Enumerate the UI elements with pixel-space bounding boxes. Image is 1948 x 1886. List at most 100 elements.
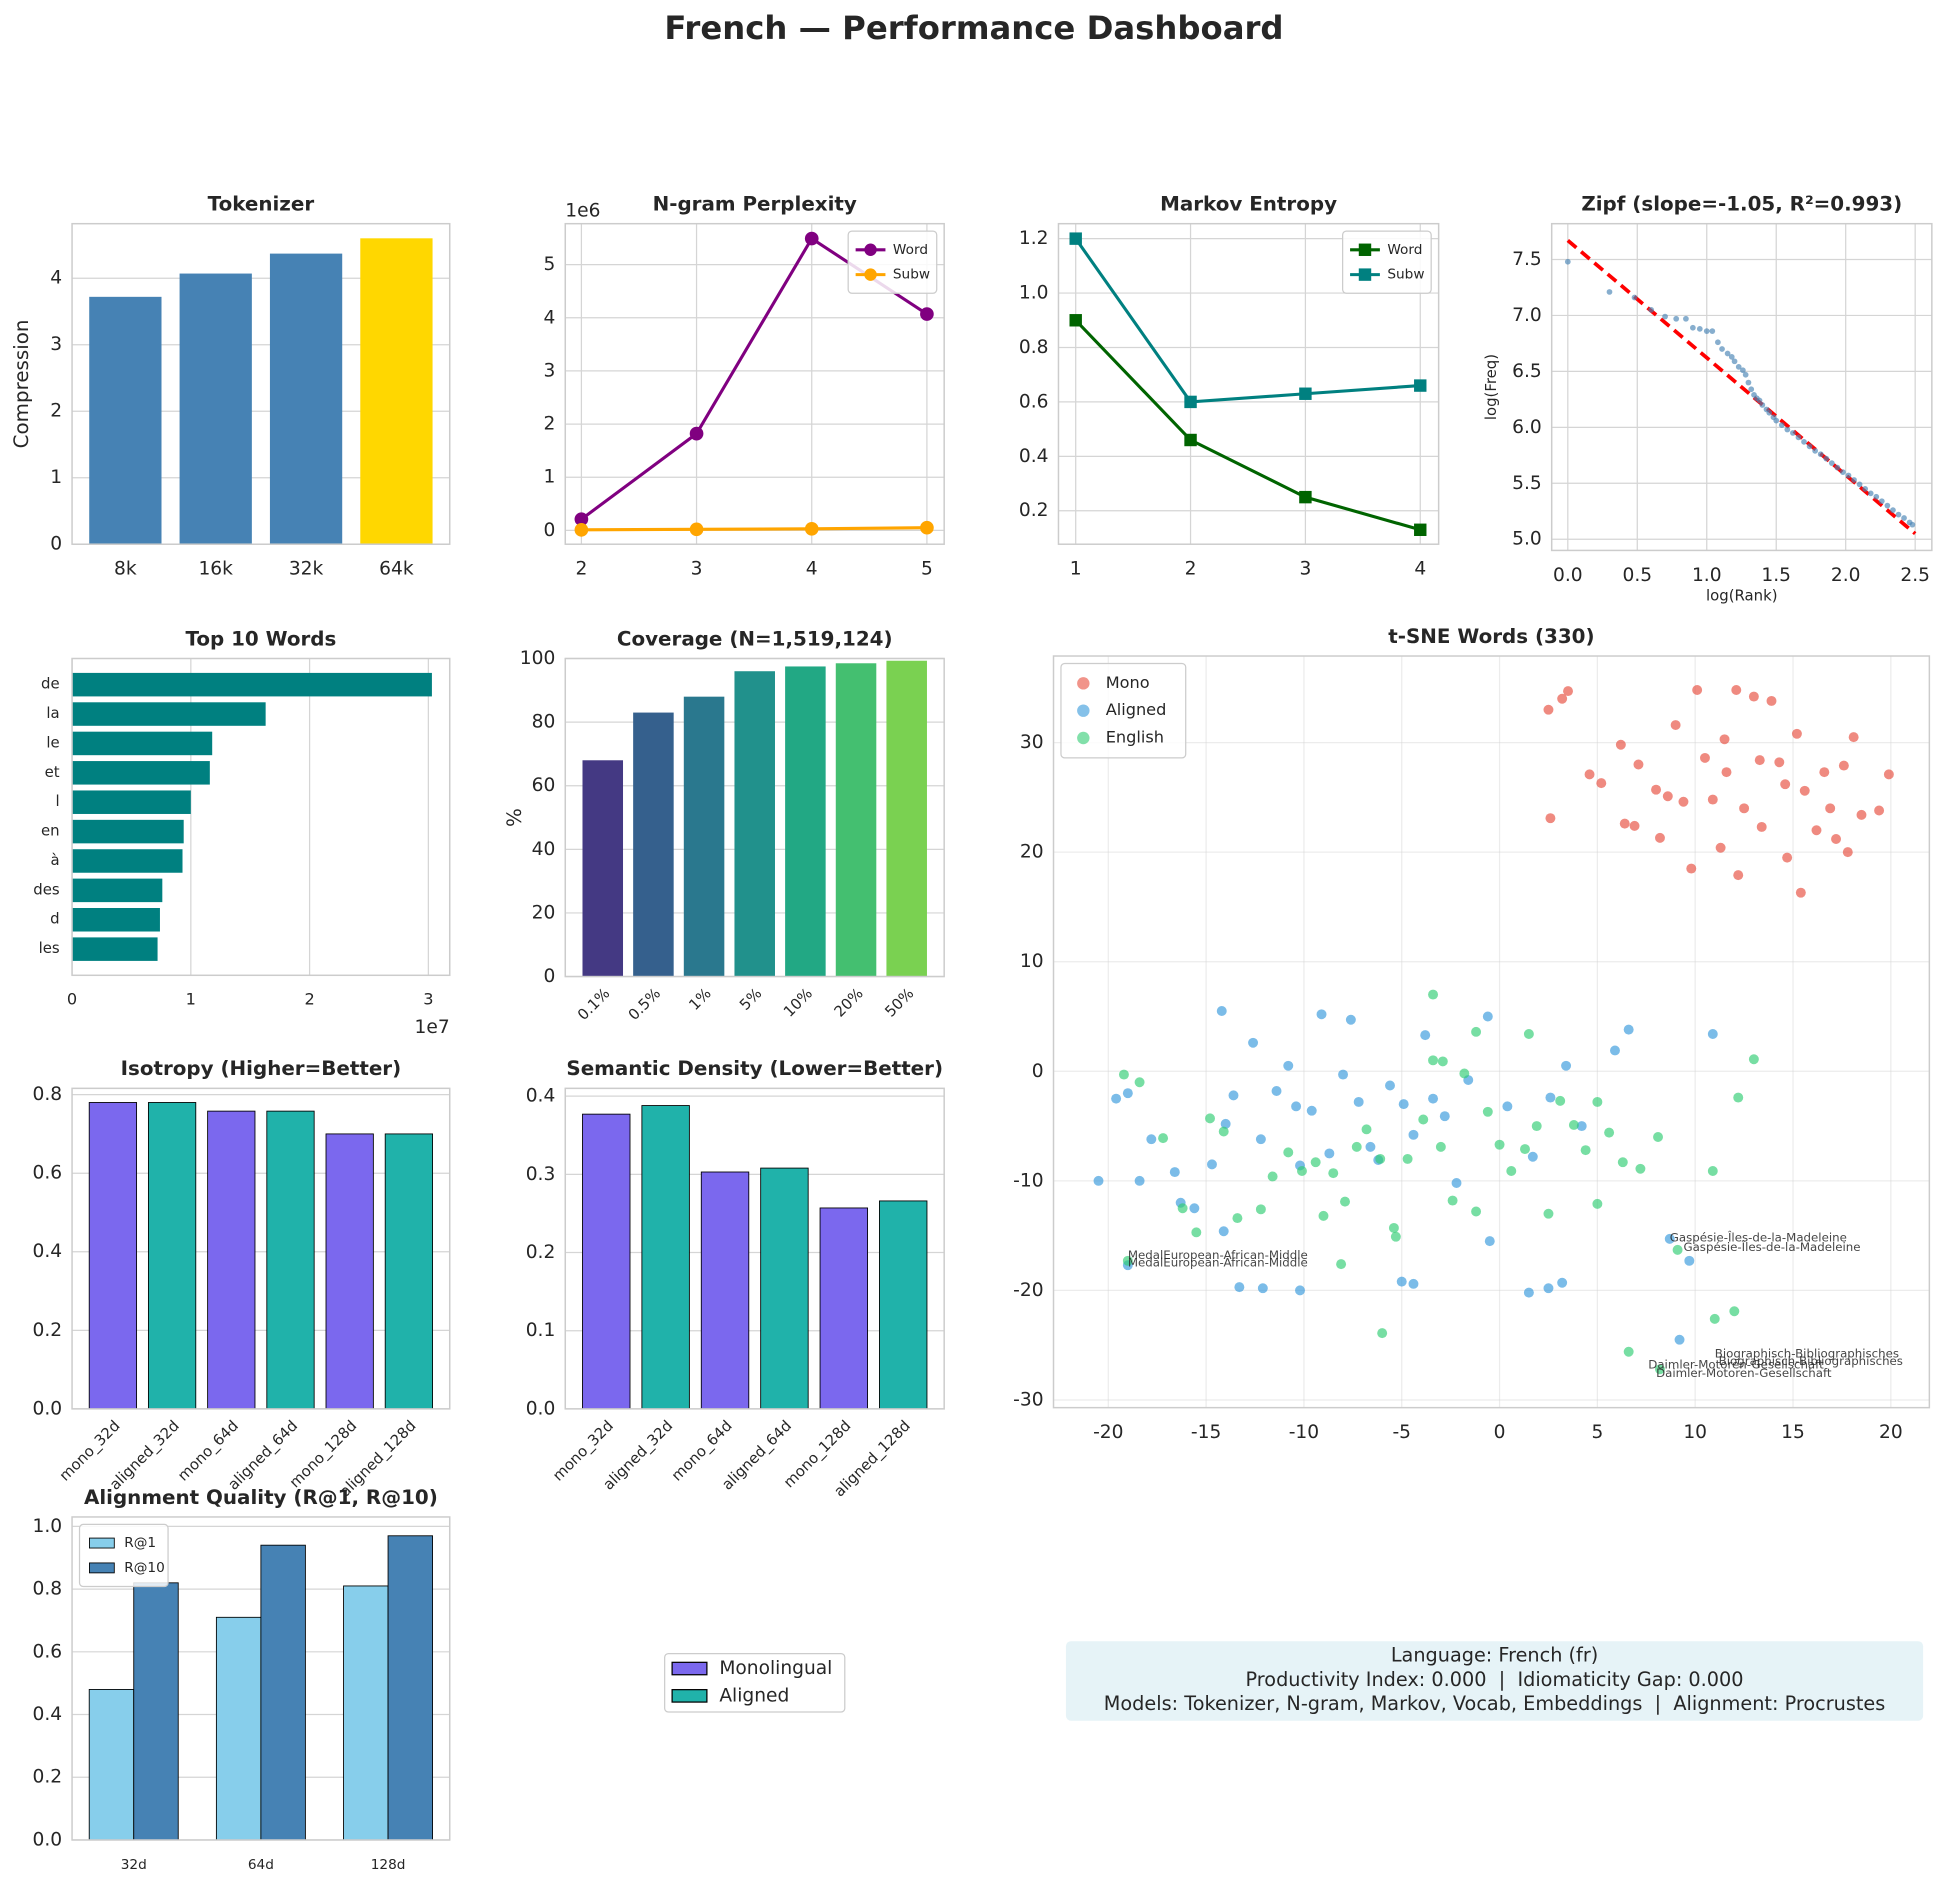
point (1724, 350, 1731, 357)
point (1520, 1144, 1530, 1155)
y-tick-label: 0.0 (32, 1398, 62, 1419)
point (1635, 1163, 1646, 1174)
chart-title: Coverage (N=1,519,124) (617, 627, 893, 650)
y-tick-label: 0.4 (32, 1704, 62, 1725)
y-tick-label: 1.2 (1019, 228, 1049, 249)
point (1901, 515, 1907, 521)
y-axis-label: Compression (10, 320, 33, 449)
point (1766, 695, 1777, 706)
point (1398, 1099, 1409, 1110)
legend-swatch (89, 1537, 115, 1549)
x-tick-label: 128d (371, 1857, 406, 1873)
bar (89, 296, 162, 545)
info-line: Language: French (fr) (1391, 1644, 1598, 1667)
point (1310, 1157, 1321, 1168)
chart-title: Markov Entropy (1160, 193, 1337, 216)
marker (1414, 523, 1427, 536)
point (1678, 796, 1689, 807)
point (1623, 1024, 1634, 1035)
point (1543, 1283, 1554, 1294)
y-tick-label: 1 (543, 467, 555, 488)
chart-title: Alignment Quality (R@1, R@10) (84, 1486, 438, 1509)
bar (785, 666, 826, 977)
marker (574, 523, 589, 537)
point (1895, 511, 1902, 518)
point (1703, 328, 1710, 334)
point (1482, 1106, 1493, 1117)
point (1531, 1121, 1542, 1132)
x-tick-label: 3 (691, 559, 703, 580)
point (1795, 434, 1802, 441)
legend-label: Subw (893, 267, 930, 283)
point (1596, 778, 1607, 789)
point (1158, 1133, 1169, 1144)
legend-label: R@1 (124, 1535, 156, 1551)
marker (1069, 314, 1082, 327)
point (1447, 1195, 1458, 1206)
bar (260, 1544, 306, 1841)
y-tick-label: 0 (50, 534, 62, 555)
y-axis-label: % (503, 808, 526, 827)
point (1584, 769, 1595, 780)
y-offset-label: 1e6 (565, 201, 600, 222)
point (1169, 1167, 1180, 1178)
point (1216, 1006, 1227, 1016)
y-tick-label: 30 (1020, 732, 1044, 753)
point (1220, 1118, 1231, 1129)
point (1324, 1148, 1335, 1159)
point (1545, 1092, 1556, 1103)
legend-marker (1077, 704, 1090, 717)
y-tick-label: 1.0 (1019, 283, 1049, 304)
y-tick-label: 2 (543, 414, 555, 435)
point (1623, 1346, 1634, 1357)
point (1228, 1090, 1239, 1101)
y-tick-label: -10 (1013, 1170, 1043, 1191)
point (1756, 397, 1763, 404)
point (1655, 1364, 1665, 1375)
annotation: Gaspésie-Îles-de-la-Madeleine (1670, 1229, 1847, 1244)
point (1831, 834, 1842, 844)
point (1664, 1233, 1675, 1244)
point (1728, 353, 1735, 360)
point (1674, 1334, 1685, 1345)
x-tick-label: 0.5 (1622, 565, 1652, 586)
bar (683, 696, 725, 977)
y-tick-label: 20 (1020, 842, 1044, 863)
y-tick-label: 0.4 (1019, 446, 1049, 467)
point (1790, 430, 1796, 436)
point (1340, 1196, 1350, 1207)
y-tick-label: la (46, 704, 59, 722)
point (1692, 685, 1703, 695)
chart-title: Zipf (slope=-1.05, R²=0.993) (1581, 193, 1902, 216)
x-tick-label: 2.0 (1831, 565, 1861, 586)
bar (133, 1582, 179, 1841)
bar (72, 878, 163, 903)
x-tick-label: 10 (1683, 1422, 1707, 1443)
legend-box (664, 1653, 846, 1713)
info-box (1065, 1641, 1924, 1721)
legend-marker (1077, 731, 1090, 745)
point (1111, 1093, 1122, 1104)
point (1748, 1054, 1759, 1065)
annotation: Biographisch-Bibliographisches (1719, 1354, 1903, 1368)
x-tick-label: 64d (248, 1857, 274, 1873)
point (1651, 784, 1662, 795)
bar (266, 1110, 315, 1410)
point (1756, 821, 1767, 832)
y-tick-label: 5.5 (1512, 473, 1542, 494)
annotation: Daimler-Motoren-Gesellschaft (1656, 1366, 1832, 1380)
point (1604, 1127, 1615, 1138)
point (1523, 1029, 1534, 1039)
legend-label: Subw (1387, 267, 1424, 283)
y-tick-label: 7.5 (1512, 249, 1542, 270)
legend-label: Mono (1106, 673, 1150, 692)
point (1842, 847, 1853, 858)
point (1502, 1101, 1513, 1112)
point (1494, 1139, 1505, 1150)
plot-frame (71, 657, 451, 977)
point (1707, 794, 1718, 805)
x-tick-label: 1.0 (1692, 565, 1722, 586)
bar (269, 253, 343, 545)
point (1428, 1093, 1439, 1104)
